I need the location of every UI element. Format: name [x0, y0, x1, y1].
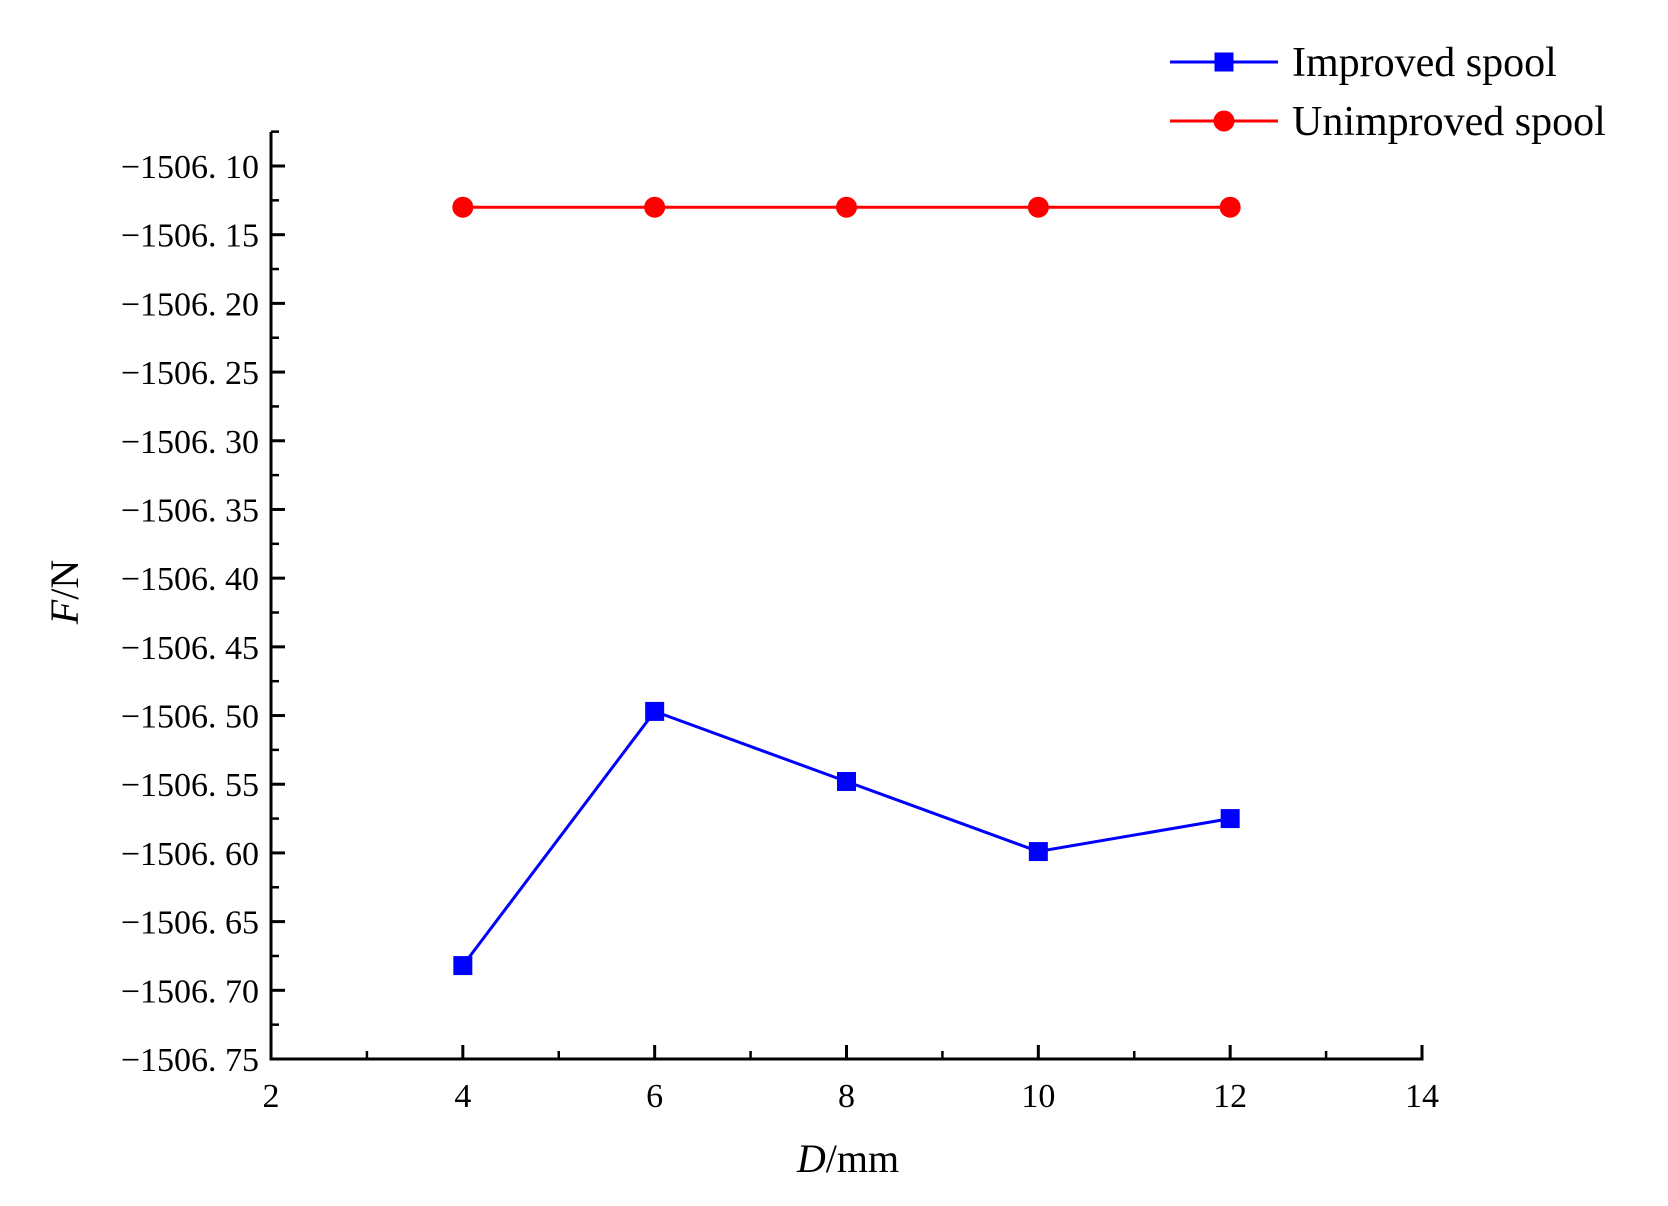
y-tick-label: −1506. 30: [121, 424, 259, 461]
series-unimproved: [452, 196, 1241, 218]
legend-item-unimproved: Unimproved spool: [1170, 99, 1606, 145]
data-point-improved: [453, 956, 473, 976]
y-tick-label: −1506. 50: [121, 699, 259, 736]
data-point-unimproved: [836, 196, 857, 218]
legend-item-improved: Improved spool: [1170, 40, 1557, 86]
legend: Improved spool Unimproved spool: [1170, 40, 1606, 145]
x-axis-variable: D: [796, 1136, 826, 1181]
y-tick-label: −1506. 25: [121, 355, 259, 392]
x-tick-label: 2: [263, 1078, 280, 1115]
y-tick-label: −1506. 10: [121, 149, 259, 186]
data-point-improved: [837, 771, 856, 791]
y-axis-unit: /N: [42, 560, 87, 600]
axes: [269, 132, 1424, 1061]
legend-label-unimproved: Unimproved spool: [1292, 99, 1606, 145]
series-improved: [453, 701, 1240, 976]
series-group: [452, 196, 1241, 976]
data-point-improved: [1028, 842, 1048, 862]
y-axis-variable: F: [42, 599, 87, 625]
y-tick-label: −1506. 35: [121, 492, 259, 529]
x-axis-unit: /mm: [826, 1136, 899, 1181]
y-tick-label: −1506. 70: [121, 973, 259, 1010]
data-point-unimproved: [452, 196, 474, 218]
series-line-improved: [461, 709, 1231, 967]
data-point-unimproved: [644, 196, 666, 218]
y-tick-label: −1506. 55: [121, 767, 259, 804]
y-tick-label: −1506. 20: [121, 286, 259, 323]
x-tick-label: 12: [1213, 1078, 1247, 1115]
x-axis-title: D/mm: [796, 1136, 899, 1181]
y-tick-label: −1506. 65: [121, 905, 259, 942]
tick-labels: −1506. 10 −1506. 15 −1506. 20 −1506. 25 −150…: [121, 149, 1439, 1115]
legend-label-improved: Improved spool: [1292, 40, 1557, 86]
legend-marker-unimproved: [1213, 110, 1235, 132]
x-tick-label: 4: [454, 1078, 471, 1115]
y-tick-label: −1506. 40: [121, 561, 259, 598]
y-tick-label: −1506. 75: [121, 1042, 259, 1079]
x-tick-label: 10: [1021, 1078, 1055, 1115]
legend-marker-improved: [1214, 52, 1234, 72]
y-axis-title: F/N: [42, 560, 87, 625]
data-point-improved: [1220, 809, 1240, 829]
data-point-improved: [645, 701, 665, 721]
ticks: [269, 130, 1424, 1061]
y-tick-label: −1506. 60: [121, 836, 259, 873]
data-point-unimproved: [1219, 196, 1241, 218]
y-tick-label: −1506. 15: [121, 218, 259, 255]
x-tick-label: 6: [646, 1078, 663, 1115]
y-tick-label: −1506. 45: [121, 630, 259, 667]
data-point-unimproved: [1027, 196, 1049, 218]
x-tick-label: 8: [838, 1078, 855, 1115]
x-tick-label: 14: [1405, 1078, 1439, 1115]
